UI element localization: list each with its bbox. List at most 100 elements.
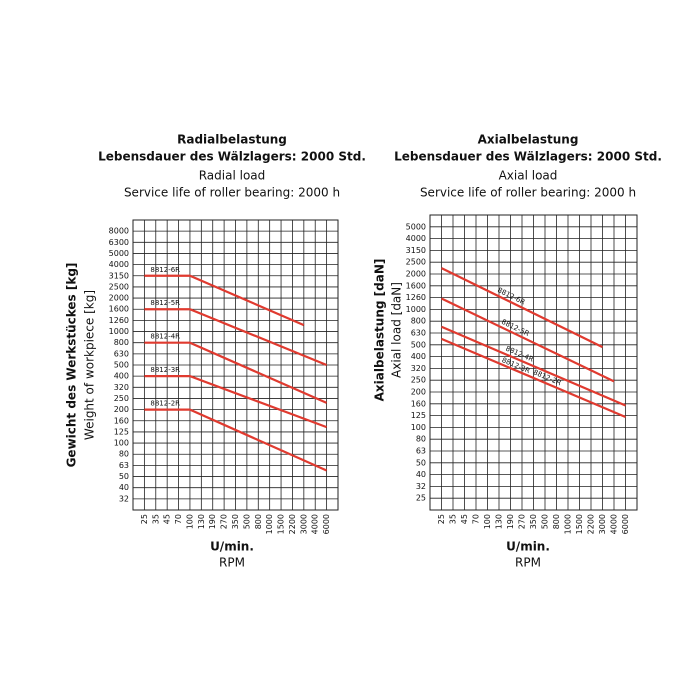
x-axis-title-en: RPM	[515, 556, 541, 570]
y-tick-label: 100	[114, 439, 129, 448]
y-tick-label: 3150	[109, 271, 129, 280]
y-tick-label: 800	[411, 317, 426, 326]
y-tick-label: 1600	[406, 281, 426, 290]
y-axis-title: Axialbelastung [daN]	[373, 259, 387, 402]
x-tick-label: 500	[242, 514, 251, 529]
y-tick-label: 6300	[109, 238, 129, 247]
y-axis-title: Gewicht des Werkstückes [kg]	[65, 263, 79, 468]
x-tick-label: 270	[518, 514, 527, 529]
y-tick-label: 80	[119, 450, 129, 459]
y-tick-label: 200	[411, 388, 426, 397]
x-tick-label: 350	[231, 514, 240, 529]
chart-subtitle-en: Service life of roller bearing: 2000 h	[124, 186, 340, 200]
y-tick-label: 4000	[406, 234, 426, 243]
y-tick-label: 250	[114, 394, 129, 403]
y-tick-label: 630	[411, 329, 426, 338]
y-tick-label: 1000	[406, 305, 426, 314]
y-tick-label: 630	[114, 349, 129, 358]
x-axis-title: U/min.	[210, 540, 254, 554]
x-tick-label: 25	[437, 514, 446, 524]
y-tick-label: 1260	[406, 293, 426, 302]
x-tick-label: 6000	[621, 514, 630, 534]
series-line	[441, 267, 603, 349]
x-tick-label: 4000	[610, 514, 619, 534]
y-tick-label: 50	[119, 472, 129, 481]
series-line	[441, 297, 615, 383]
x-axis-title: U/min.	[506, 540, 550, 554]
y-tick-label: 25	[416, 494, 426, 503]
y-tick-label: 50	[416, 458, 426, 467]
x-tick-label: 270	[220, 514, 229, 529]
series-line	[144, 375, 327, 429]
x-tick-label: 1500	[575, 514, 584, 534]
x-tick-label: 70	[472, 514, 481, 524]
y-tick-label: 250	[411, 376, 426, 385]
y-tick-label: 2000	[109, 294, 129, 303]
y-tick-label: 800	[114, 338, 129, 347]
x-tick-label: 1500	[277, 514, 286, 534]
x-tick-label: 25	[140, 514, 149, 524]
chart-title: Radialbelastung	[177, 133, 287, 147]
chart-subtitle-en: Service life of roller bearing: 2000 h	[420, 186, 636, 200]
y-tick-label: 320	[411, 364, 426, 373]
x-tick-label: 800	[254, 514, 263, 529]
series-line	[144, 274, 305, 327]
y-tick-label: 125	[411, 411, 426, 420]
y-tick-label: 400	[114, 372, 129, 381]
chart-subtitle: Lebensdauer des Wälzlagers: 2000 Std.	[394, 150, 662, 164]
series-label: 8812-5R	[150, 299, 180, 307]
chart-title-en: Axial load	[499, 169, 558, 183]
y-tick-label: 500	[411, 340, 426, 349]
y-tick-label: 2500	[109, 282, 129, 291]
x-tick-label: 3000	[299, 514, 308, 534]
chart-subtitle: Lebensdauer des Wälzlagers: 2000 Std.	[98, 150, 366, 164]
x-tick-label: 100	[483, 514, 492, 529]
y-tick-label: 1260	[109, 316, 129, 325]
y-tick-label: 40	[416, 470, 426, 479]
y-tick-label: 400	[411, 352, 426, 361]
x-tick-label: 130	[495, 514, 504, 529]
x-tick-label: 130	[197, 514, 206, 529]
x-tick-label: 45	[460, 514, 469, 524]
x-axis-title-en: RPM	[219, 556, 245, 570]
y-tick-label: 125	[114, 427, 129, 436]
series-line	[441, 337, 626, 419]
x-tick-label: 500	[541, 514, 550, 529]
x-tick-label: 100	[185, 514, 194, 529]
x-tick-label: 45	[163, 514, 172, 524]
x-tick-label: 2200	[288, 514, 297, 534]
x-tick-label: 800	[552, 514, 561, 529]
y-tick-label: 160	[411, 399, 426, 408]
x-tick-label: 350	[529, 514, 538, 529]
y-tick-label: 8000	[109, 227, 129, 236]
y-tick-label: 2000	[406, 270, 426, 279]
y-tick-label: 100	[411, 423, 426, 432]
y-tick-label: 200	[114, 405, 129, 414]
series-line	[441, 325, 626, 407]
y-tick-label: 2500	[406, 258, 426, 267]
x-tick-label: 6000	[322, 514, 331, 534]
x-tick-label: 70	[174, 514, 183, 524]
y-tick-label: 320	[114, 383, 129, 392]
series-label: 8812-6R	[150, 266, 180, 274]
y-tick-label: 5000	[406, 222, 426, 231]
y-tick-label: 4000	[109, 260, 129, 269]
x-tick-label: 190	[506, 514, 515, 529]
series-line	[144, 408, 328, 472]
x-tick-label: 35	[151, 514, 160, 524]
y-tick-label: 40	[119, 483, 129, 492]
x-tick-label: 2200	[587, 514, 596, 534]
x-tick-label: 1000	[564, 514, 573, 534]
y-tick-label: 63	[416, 447, 426, 456]
x-tick-label: 35	[449, 514, 458, 524]
y-axis-title-en: Weight of workpiece [kg]	[83, 290, 97, 440]
y-tick-label: 1000	[109, 327, 129, 336]
chart-title-en: Radial load	[199, 169, 266, 183]
x-tick-label: 4000	[311, 514, 320, 534]
series-line	[144, 308, 328, 367]
y-tick-label: 500	[114, 361, 129, 370]
y-tick-label: 5000	[109, 249, 129, 258]
y-tick-label: 1600	[109, 305, 129, 314]
